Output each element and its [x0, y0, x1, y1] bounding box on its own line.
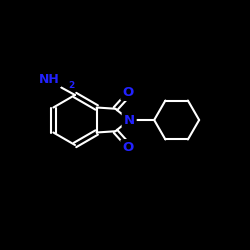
Text: NH: NH	[39, 73, 60, 86]
Text: O: O	[122, 86, 134, 99]
Text: O: O	[122, 141, 134, 154]
Text: 2: 2	[68, 80, 74, 90]
Text: N: N	[124, 114, 135, 126]
